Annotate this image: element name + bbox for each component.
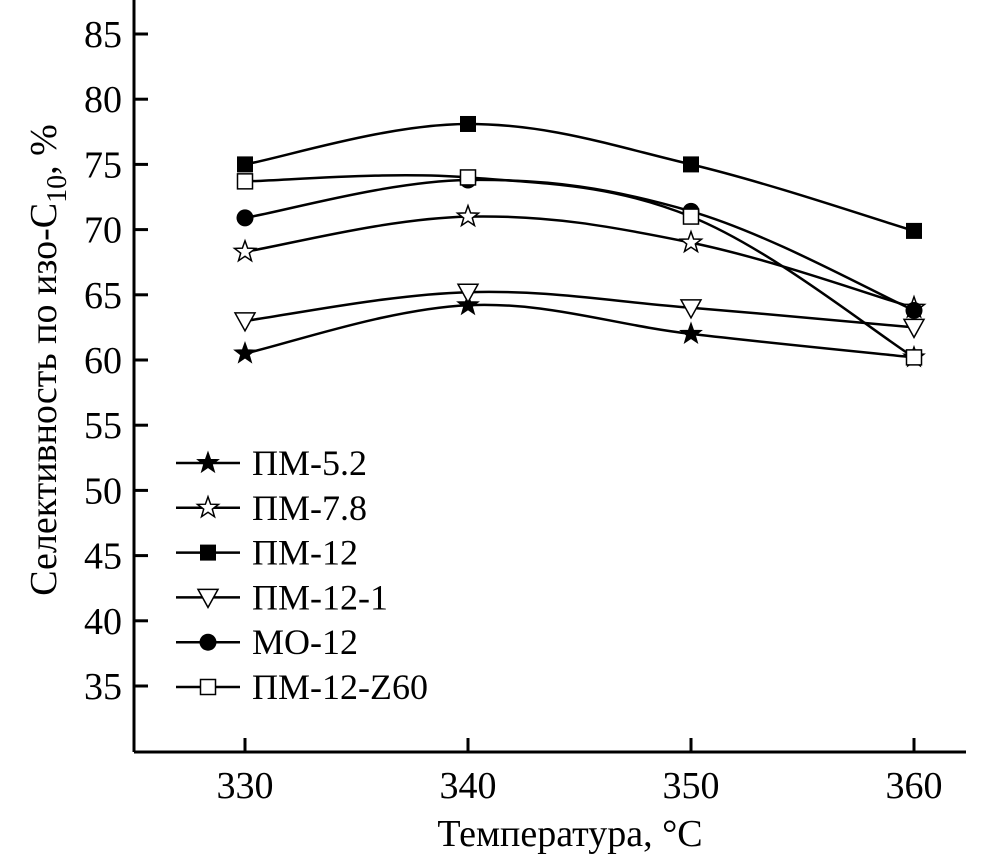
legend-marker <box>200 544 216 561</box>
legend-item: МО-12 <box>176 622 358 662</box>
legend-label: ПМ-12 <box>252 533 358 573</box>
data-point <box>683 156 699 173</box>
series-ПМ-7.8 <box>232 203 927 319</box>
data-point <box>459 169 477 186</box>
series-ПМ-12-Z60 <box>236 169 923 366</box>
y-axis-title-subscript: 10 <box>42 175 73 203</box>
y-tick-label: 45 <box>84 536 122 578</box>
data-point <box>456 283 480 304</box>
y-tick-label: 75 <box>84 144 122 186</box>
data-point <box>902 318 926 339</box>
series-line <box>244 290 915 329</box>
data-point <box>679 321 703 344</box>
data-point <box>455 203 481 228</box>
series-line <box>244 174 915 359</box>
y-tick-label: 65 <box>84 275 122 317</box>
legend-item: ПМ-12-Z60 <box>176 667 428 707</box>
legend-marker <box>196 450 220 474</box>
y-ticks: 35 40 45 50 55 60 65 70 75 80 85 <box>84 14 148 708</box>
legend-marker <box>199 633 217 651</box>
data-point <box>232 238 258 263</box>
y-tick-label: 85 <box>84 14 122 56</box>
data-point <box>456 292 480 316</box>
data-point <box>236 173 254 190</box>
data-point <box>682 208 700 225</box>
legend-item: ПМ-7.8 <box>176 488 367 528</box>
data-point <box>905 349 923 366</box>
series-ПМ-12-1 <box>233 283 926 339</box>
data-point <box>679 299 703 320</box>
y-tick-label: 55 <box>84 405 122 447</box>
x-axis-title: Температура, °С <box>437 813 702 855</box>
data-point <box>236 209 254 227</box>
legend-label: ПМ-5.2 <box>252 443 367 483</box>
data-point <box>678 229 704 254</box>
x-tick-label: 360 <box>886 765 943 807</box>
series-ПМ-12 <box>237 115 922 239</box>
y-axis-title-main: Селективность по изо-C <box>23 203 65 596</box>
x-tick-label: 330 <box>217 765 274 807</box>
y-tick-label: 35 <box>84 666 122 708</box>
legend-item: ПМ-12 <box>176 533 358 573</box>
x-tick-label: 350 <box>663 765 720 807</box>
x-ticks: 330 340 350 360 <box>217 738 943 807</box>
data-point <box>906 222 922 239</box>
y-tick-label: 40 <box>84 601 122 643</box>
axes <box>132 0 966 754</box>
data-point <box>905 301 923 319</box>
series-line <box>244 303 915 359</box>
series-layer <box>232 115 927 368</box>
y-tick-label: 80 <box>84 79 122 121</box>
legend-label: МО-12 <box>252 622 358 662</box>
legend-label: ПМ-12-1 <box>252 577 388 617</box>
legend-marker <box>195 494 221 519</box>
data-point <box>233 341 257 364</box>
series-line <box>244 122 915 233</box>
y-tick-label: 60 <box>84 340 122 382</box>
data-point <box>460 115 476 132</box>
legend-marker <box>199 678 217 696</box>
y-tick-label: 50 <box>84 470 122 512</box>
legend-marker <box>196 588 220 609</box>
series-line <box>244 215 915 309</box>
y-axis-title-unit: , % <box>23 124 65 175</box>
data-point <box>233 312 257 333</box>
legend-label: ПМ-12-Z60 <box>252 667 428 707</box>
legend-label: ПМ-7.8 <box>252 488 367 528</box>
legend-item: ПМ-5.2 <box>176 443 367 483</box>
x-tick-label: 340 <box>440 765 497 807</box>
y-tick-label: 70 <box>84 210 122 252</box>
legend-item: ПМ-12-1 <box>176 577 388 617</box>
y-axis-title: Селективность по изо-C10, % <box>23 124 73 596</box>
data-point <box>237 156 253 173</box>
